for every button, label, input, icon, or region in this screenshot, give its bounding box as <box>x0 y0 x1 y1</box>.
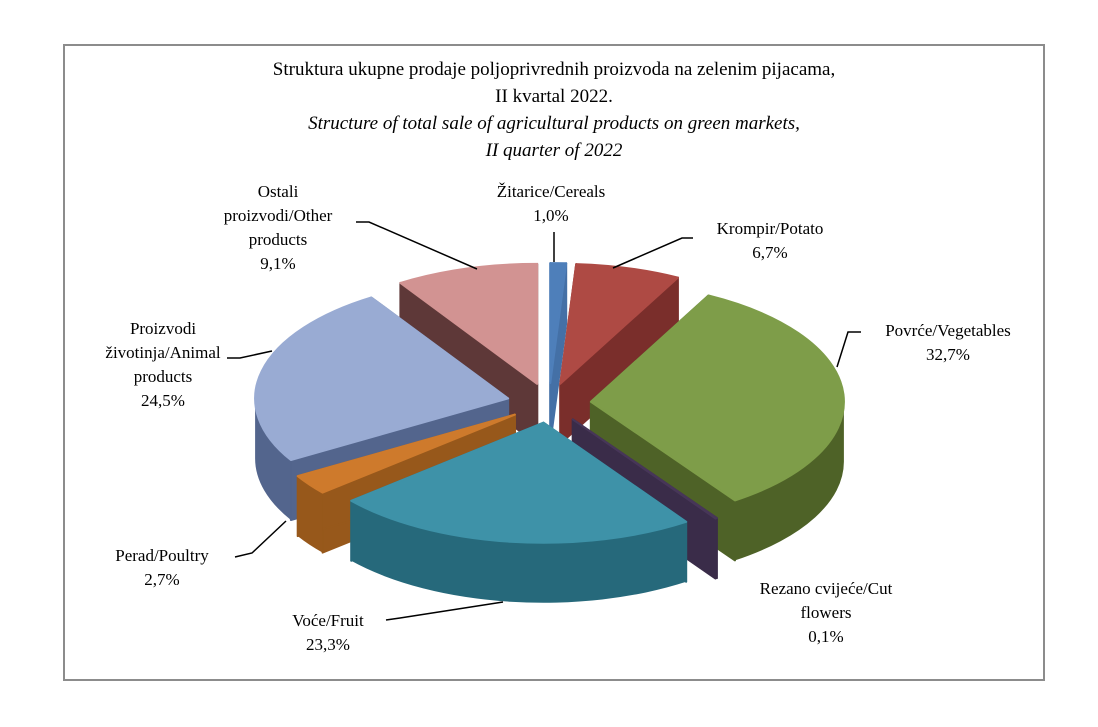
pie-slice-rezano-rim <box>715 518 717 579</box>
slice-label-cut-flowers: Rezano cvijeće/Cut flowers 0,1% <box>759 579 893 646</box>
leader-line-voce <box>385 601 504 621</box>
slice-label-other-products: Ostali proizvodi/Other products 9,1% <box>223 182 333 273</box>
pie-slice-voce-top <box>350 421 688 544</box>
pie-slice-proizvodi-top <box>254 296 510 461</box>
pie-slice-perad-rim <box>297 476 323 553</box>
leader-line-povrce <box>836 331 861 368</box>
pie-slice-krompir-top <box>559 263 679 385</box>
slice-label-potato: Krompir/Potato 6,7% <box>716 219 824 262</box>
pie-slice-proizvodi-rim <box>255 398 291 520</box>
title-line-english-2: II quarter of 2022 <box>485 140 623 161</box>
pie-slice-rezano-top <box>571 418 718 520</box>
title-line-english-1: Structure of total sale of agricultural … <box>308 113 800 134</box>
pie-slice-povrce-top <box>589 294 845 502</box>
slice-label-cereals: Žitarice/Cereals 1,0% <box>496 182 606 225</box>
leader-line-krompir <box>612 237 693 269</box>
leader-line-ostali <box>356 221 478 270</box>
chart-title: Struktura ukupne prodaje poljoprivrednih… <box>63 56 1045 164</box>
slice-label-animal-products: Proizvodi životinja/Animal products 24,5… <box>105 319 221 410</box>
leader-line-proizvodi <box>227 350 273 359</box>
title-line-croatian-1: Struktura ukupne prodaje poljoprivrednih… <box>272 59 836 80</box>
title-line-croatian-2: II kvartal 2022. <box>495 86 613 107</box>
slice-label-poultry: Perad/Poultry 2,7% <box>115 546 209 589</box>
pie-slice-ostali-top <box>399 262 539 385</box>
slice-label-vegetables: Povrće/Vegetables 32,7% <box>885 321 1011 364</box>
pie-slice-perad-top <box>296 413 516 494</box>
pie-slice-cereals-top <box>549 262 568 385</box>
leader-line-perad <box>234 520 287 558</box>
slice-label-fruit: Voće/Fruit 23,3% <box>292 611 364 654</box>
pie-slice-povrce-rim <box>735 401 844 561</box>
pie-slice-voce-rim <box>351 500 687 603</box>
